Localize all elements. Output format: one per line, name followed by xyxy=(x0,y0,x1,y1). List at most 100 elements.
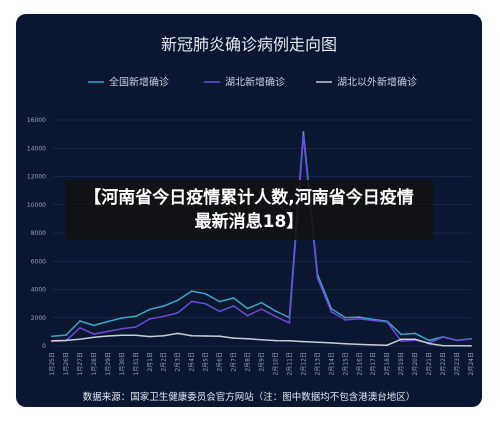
series-lines xyxy=(51,131,472,347)
data-point xyxy=(204,292,207,295)
data-point xyxy=(190,334,193,337)
data-point xyxy=(148,317,151,320)
x-tick-label: 1月29日 xyxy=(105,352,112,375)
y-tick-label: 2000 xyxy=(31,315,46,322)
data-point xyxy=(344,316,347,319)
x-axis-ticks: 1月25日 1月26日 1月27日 1月28日 1月29日 1月30日 1月31日 2月1日 2… xyxy=(49,352,475,375)
data-point xyxy=(358,316,361,318)
data-point xyxy=(344,319,347,321)
x-tick-label: 2月7日 xyxy=(231,352,238,372)
y-tick-label: 8000 xyxy=(31,230,46,237)
x-tick-label: 2月24日 xyxy=(468,352,475,375)
x-tick-label: 1月27日 xyxy=(77,352,84,375)
data-point xyxy=(176,299,179,302)
data-point xyxy=(204,335,207,337)
data-point xyxy=(442,344,444,347)
data-point xyxy=(232,297,235,299)
data-point xyxy=(386,344,389,347)
y-tick-label: 14000 xyxy=(27,145,46,152)
x-tick-label: 2月19日 xyxy=(398,352,405,375)
data-point xyxy=(414,338,417,341)
data-point xyxy=(93,333,95,336)
data-point xyxy=(65,334,67,337)
data-point xyxy=(400,338,403,341)
data-point xyxy=(400,333,403,336)
data-point xyxy=(246,314,249,317)
data-point xyxy=(65,339,67,342)
data-point xyxy=(246,307,249,310)
data-point xyxy=(274,310,277,312)
data-point xyxy=(79,320,81,322)
data-point xyxy=(162,334,165,337)
data-point xyxy=(428,339,430,342)
data-point xyxy=(93,324,95,327)
data-point xyxy=(106,330,109,333)
data-point xyxy=(442,336,444,339)
y-tick-label: 0 xyxy=(42,343,46,350)
chart-legend: 全国新增确诊 湖北新增确诊 湖北以外新增确诊 xyxy=(88,76,417,89)
headline-text: 【河南省今日疫情累计人数,河南省今日疫情最新消息18】 xyxy=(84,188,414,232)
data-point xyxy=(232,337,235,340)
y-axis-ticks: 0 2000 4000 6000 8000 10000 12000 14000 16000 xyxy=(27,117,46,350)
x-tick-label: 2月12日 xyxy=(300,352,307,375)
data-point xyxy=(79,326,81,329)
data-point xyxy=(330,341,333,344)
headline-banner: 【河南省今日疫情累计人数,河南省今日疫情最新消息18】 xyxy=(65,180,433,240)
data-point xyxy=(51,335,53,338)
data-point xyxy=(288,321,291,324)
x-tick-label: 2月11日 xyxy=(286,352,293,375)
x-tick-label: 2月22日 xyxy=(440,352,447,375)
data-point xyxy=(106,335,109,337)
x-tick-label: 2月20日 xyxy=(412,352,419,375)
data-point xyxy=(218,335,221,338)
x-tick-label: 1月26日 xyxy=(63,352,70,375)
data-point xyxy=(260,308,263,310)
data-point xyxy=(106,320,109,323)
y-tick-label: 4000 xyxy=(31,287,46,294)
data-point xyxy=(134,326,137,328)
x-tick-label: 2月2日 xyxy=(161,352,168,372)
data-point xyxy=(148,308,151,311)
data-point xyxy=(134,334,137,337)
x-tick-label: 2月15日 xyxy=(342,352,349,375)
y-tick-label: 12000 xyxy=(27,174,46,181)
data-point xyxy=(162,315,165,318)
data-point xyxy=(176,332,179,335)
data-point xyxy=(470,338,472,340)
data-point xyxy=(51,339,53,342)
line-chart: 新冠肺炎确诊病例走向图 全国新增确诊 湖北新增确诊 湖北以外新增确诊 0 2000 40… xyxy=(27,35,475,403)
data-point xyxy=(260,301,263,304)
data-point xyxy=(134,315,137,318)
data-point xyxy=(274,339,277,342)
data-point xyxy=(120,327,123,330)
data-point xyxy=(190,300,193,303)
data-point xyxy=(302,340,305,343)
data-point xyxy=(358,343,361,346)
x-tick-label: 2月1日 xyxy=(147,352,154,372)
data-point xyxy=(176,311,179,314)
data-point xyxy=(260,338,263,341)
x-tick-label: 2月6日 xyxy=(217,352,224,372)
legend-label: 全国新增确诊 xyxy=(109,76,169,89)
x-tick-label: 2月21日 xyxy=(426,352,433,375)
data-point xyxy=(120,317,123,319)
data-point xyxy=(218,300,221,303)
x-tick-label: 2月16日 xyxy=(356,352,363,375)
data-point xyxy=(372,319,375,322)
data-point xyxy=(148,335,151,338)
data-point xyxy=(120,334,123,337)
x-tick-label: 2月10日 xyxy=(272,352,279,375)
data-point xyxy=(428,342,430,345)
data-point xyxy=(358,317,361,320)
data-point xyxy=(190,290,193,292)
data-point xyxy=(218,310,221,313)
data-point xyxy=(274,315,277,318)
x-tick-label: 1月28日 xyxy=(91,352,98,375)
x-tick-label: 2月14日 xyxy=(328,352,335,375)
data-point xyxy=(330,310,333,313)
x-tick-label: 2月17日 xyxy=(370,352,377,375)
x-tick-label: 2月13日 xyxy=(314,352,321,375)
x-tick-label: 1月30日 xyxy=(119,352,126,375)
data-point xyxy=(302,131,305,133)
